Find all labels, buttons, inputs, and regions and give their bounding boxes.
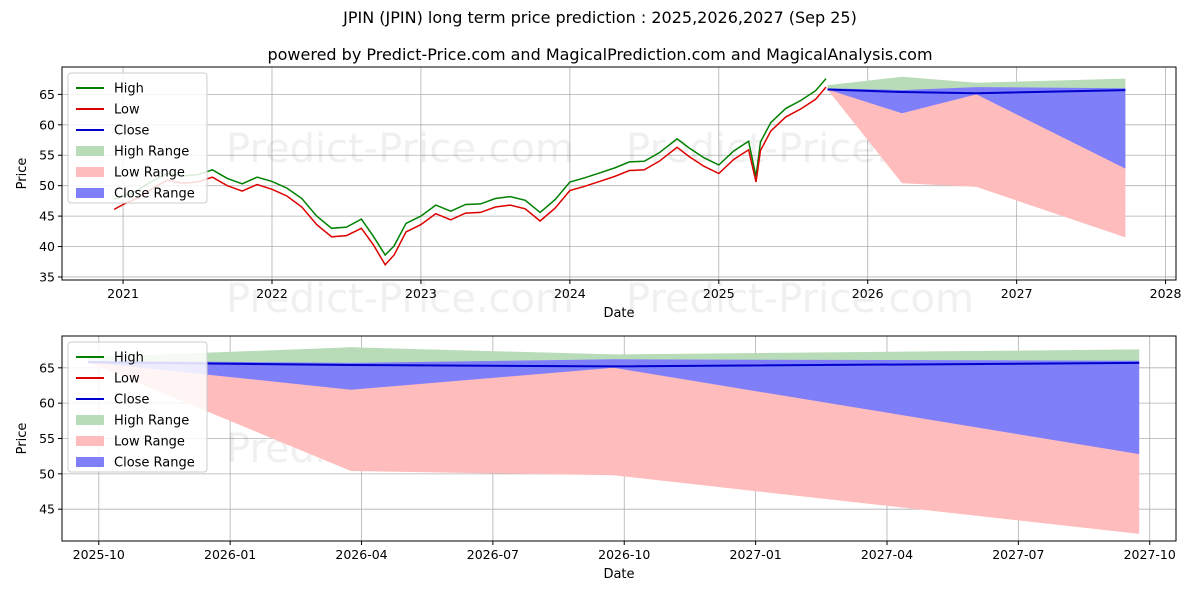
y-tick-label: 45 <box>39 502 55 517</box>
close-range-area <box>827 87 1126 169</box>
x-tick-label: 2028 <box>1150 286 1182 301</box>
x-tick-label: 2022 <box>256 286 288 301</box>
low-line <box>113 86 827 267</box>
legend-label: Close Range <box>114 456 195 471</box>
x-tick-label: 2026-10 <box>598 547 650 562</box>
high-line <box>113 78 827 257</box>
x-axis-label: Date <box>603 306 634 321</box>
legend-label: High Range <box>114 414 189 429</box>
x-tick-label: 2027-01 <box>730 547 782 562</box>
x-axis-label: Date <box>603 567 634 582</box>
y-tick-label: 65 <box>39 360 55 375</box>
y-tick-label: 50 <box>39 178 55 193</box>
plot-forecast-zoom: Predict-Price.comPredict-Price.com2025-1… <box>15 335 1177 582</box>
axes-frame <box>61 66 1177 281</box>
x-tick-label: 2025-10 <box>73 547 125 562</box>
legend-swatch-close-range <box>76 188 104 198</box>
plot-history-and-forecast: Predict-Price.com Predict-Price.com Predic… <box>15 66 1182 322</box>
x-tick-label: 2026-04 <box>335 547 387 562</box>
chart-subtitle: powered by Predict-Price.com and Magical… <box>267 45 933 64</box>
watermark-text: Predict-Price.com <box>226 276 574 322</box>
y-tick-label: 40 <box>39 239 55 254</box>
chart-title: JPIN (JPIN) long term price prediction :… <box>343 8 857 27</box>
x-tick-label: 2021 <box>107 286 139 301</box>
close-range-area <box>88 359 1140 455</box>
close-forecast-line <box>827 88 1126 95</box>
watermark-text: Predict-Price.com <box>226 126 574 172</box>
x-tick-label: 2026-01 <box>204 547 256 562</box>
forecast-areas <box>88 347 1140 534</box>
legend-swatch-close-range <box>76 457 104 467</box>
x-tick-label: 2025 <box>703 286 735 301</box>
y-tick-label: 45 <box>39 209 55 224</box>
y-axis-label: Price <box>15 158 30 190</box>
x-tick-label: 2023 <box>405 286 437 301</box>
y-tick-label: 55 <box>39 431 55 446</box>
legend-label: Close <box>114 124 149 139</box>
legend-swatch-low-range <box>76 436 104 446</box>
legend-label: High <box>114 82 144 97</box>
x-tick-label: 2024 <box>554 286 586 301</box>
legend-label: Low Range <box>114 166 185 181</box>
legend-label: Close Range <box>114 187 195 202</box>
legend-label: Low <box>114 103 140 118</box>
x-tick-label: 2026-07 <box>467 547 519 562</box>
legend: High Low Close High Range Low Range Close Ran… <box>67 341 208 473</box>
legend-label: Close <box>114 393 149 408</box>
y-tick-label: 60 <box>39 117 55 132</box>
x-tick-label: 2027 <box>1001 286 1033 301</box>
forecast-areas <box>113 76 1126 267</box>
x-tick-label: 2026 <box>852 286 884 301</box>
y-tick-label: 65 <box>39 87 55 102</box>
watermark-text: Predict-Price.com <box>626 276 974 322</box>
legend-label: Low Range <box>114 435 185 450</box>
x-tick-label: 2027-10 <box>1124 547 1176 562</box>
y-axis-label: Price <box>15 423 30 455</box>
close-forecast-line <box>88 361 1140 368</box>
legend-swatch-low-range <box>76 167 104 177</box>
legend: High Low Close High Range Low Range Close Ran… <box>67 72 208 204</box>
legend-label: Low <box>114 372 140 387</box>
legend-swatch-high-range <box>76 146 104 156</box>
y-tick-label: 35 <box>39 269 55 284</box>
y-tick-label: 60 <box>39 396 55 411</box>
legend-label: High Range <box>114 145 189 160</box>
x-tick-label: 2027-04 <box>861 547 913 562</box>
x-tick-label: 2027-07 <box>992 547 1044 562</box>
y-tick-label: 55 <box>39 148 55 163</box>
legend-swatch-high-range <box>76 415 104 425</box>
y-tick-label: 50 <box>39 466 55 481</box>
legend-label: High <box>114 351 144 366</box>
